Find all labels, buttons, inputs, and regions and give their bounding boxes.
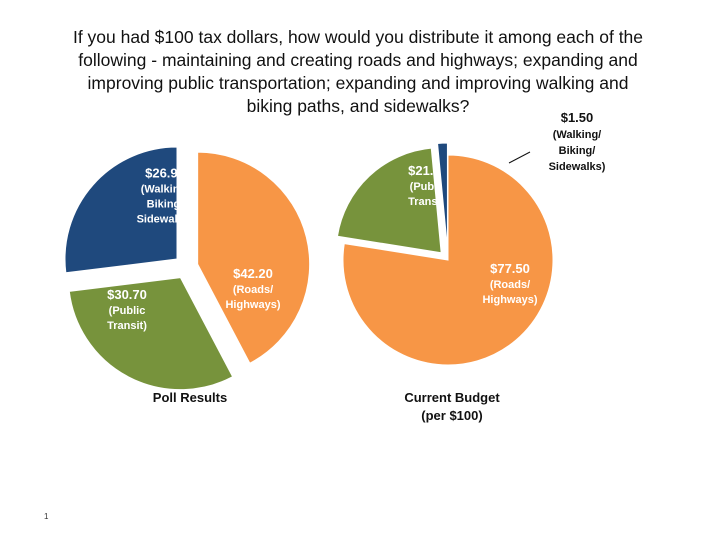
- slice-category-label: (Walking/: [141, 184, 189, 196]
- pie-slice-roads-highways: [342, 154, 554, 366]
- slice-category-label: Highways): [225, 299, 280, 311]
- slice-category-label: (Walking/: [553, 129, 601, 141]
- slice-category-label: Biking/: [147, 199, 184, 211]
- slice-category-label: (Roads/: [233, 284, 273, 296]
- slide-title-line: biking paths, and sidewalks?: [246, 96, 470, 116]
- pie-slice-public-transit: [336, 147, 442, 254]
- chart-caption: Poll Results: [153, 390, 227, 405]
- pie-slice-walking-biking-sidewalks: [64, 146, 178, 274]
- chart-caption: Current Budget: [404, 390, 500, 405]
- slice-category-label: Biking/: [559, 145, 596, 157]
- slice-category-label: Transit): [408, 196, 448, 208]
- slice-category-label: (Public: [109, 305, 146, 317]
- leader-line: [508, 151, 531, 164]
- pie-slice-roads-highways: [197, 151, 311, 364]
- slice-category-label: Transit): [107, 320, 147, 332]
- current-budget-pie-chart: $77.50 (Roads/Highways) $21.00 (Public Trans…: [336, 110, 606, 423]
- slide-title: If you had $100 tax dollars, how would y…: [58, 26, 658, 118]
- pie-slice-walking-biking-sidewalks: [437, 142, 448, 249]
- slice-value-label: $26.90: [145, 166, 185, 181]
- slide-title-line: following - maintaining and creating roa…: [78, 50, 638, 70]
- slice-category-label: Sidewalks): [549, 161, 606, 173]
- slice-value-label: $42.20: [233, 266, 273, 281]
- slice-category-label: Sidewalks): [137, 214, 194, 226]
- slice-category-label: Highways): [482, 294, 537, 306]
- slice-value-label: $30.70: [107, 287, 147, 302]
- slide-number: 1: [44, 512, 49, 521]
- slice-category-label: (Roads/: [490, 279, 530, 291]
- slice-value-label: $1.50: [561, 110, 594, 125]
- slice-value-label: $77.50: [490, 261, 530, 276]
- slide-title-line: If you had $100 tax dollars, how would y…: [72, 27, 644, 47]
- chart-caption: (per $100): [421, 408, 482, 423]
- slide-title-line: improving public transportation; expandi…: [87, 73, 629, 93]
- slice-category-label: (Public: [410, 181, 447, 193]
- poll-results-pie-chart: $42.20 (Roads/Highways) $30.70 (Public Trans…: [64, 146, 311, 405]
- slice-value-label: $21.00: [408, 163, 448, 178]
- pie-slice-public-transit: [68, 277, 234, 391]
